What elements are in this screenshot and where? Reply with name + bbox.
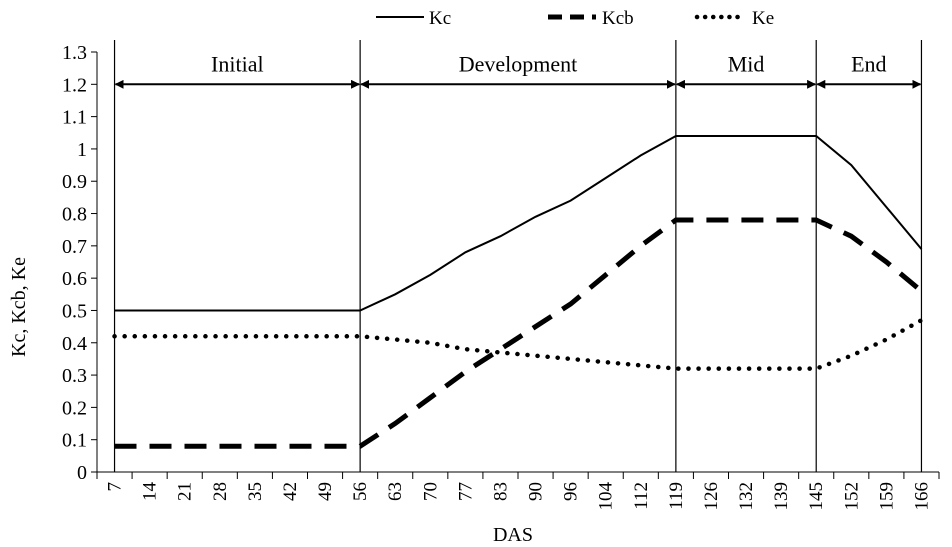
- x-tick-label: 83: [490, 482, 511, 501]
- y-tick-label: 0.7: [62, 236, 87, 258]
- series-line-kcb: [114, 217, 924, 449]
- x-tick-label: 21: [175, 482, 196, 501]
- y-tick-label: 0.5: [62, 300, 87, 322]
- y-tick-label: 0.9: [62, 171, 87, 193]
- x-tick-label: 42: [280, 482, 301, 501]
- x-tick-label: 145: [806, 482, 827, 511]
- y-axis-title: Kc, Kcb, Ke: [8, 257, 30, 357]
- stage-label: Development: [459, 51, 578, 76]
- y-tick-label: 0.6: [62, 268, 87, 290]
- y-tick-label: 1.1: [62, 107, 87, 129]
- x-axis-title: DAS: [493, 524, 533, 546]
- y-tick-label: 0: [77, 462, 87, 484]
- x-tick-label: 119: [666, 482, 687, 510]
- stage-label: Mid: [728, 51, 765, 76]
- x-tick-label: 159: [876, 482, 897, 511]
- x-tick-label: 126: [701, 482, 722, 511]
- x-tick-label: 96: [561, 482, 582, 501]
- x-tick-label: 14: [140, 482, 161, 502]
- growth-stages: Initial Development Mid End: [113, 40, 923, 472]
- y-tick-label: 0.4: [62, 333, 87, 355]
- x-tick-label: 152: [841, 482, 862, 511]
- series-line-ke: [112, 317, 924, 371]
- x-tick-label: 56: [350, 482, 371, 501]
- y-tick-label: 0.1: [62, 430, 87, 452]
- legend: Kc Kcb Ke: [376, 8, 774, 29]
- y-axis-ticks: 0 0.1 0.2 0.3 0.4 0.5 0.6 0.7 0.8 0.9 1 1.1 1.2 1.3: [62, 42, 97, 484]
- legend-label: Kc: [429, 8, 451, 29]
- x-tick-label: 49: [315, 482, 336, 501]
- y-tick-label: 0.8: [62, 204, 87, 226]
- y-tick-label: 0.2: [62, 397, 87, 419]
- y-tick-label: 0.3: [62, 365, 87, 387]
- stage-label: End: [851, 51, 886, 76]
- axes: [96, 52, 939, 473]
- x-tick-label: 77: [455, 482, 476, 501]
- y-tick-label: 1: [77, 139, 87, 161]
- x-tick-label: 63: [385, 482, 406, 501]
- x-tick-label: 132: [736, 482, 757, 511]
- x-tick-label: 35: [245, 482, 266, 501]
- x-tick-label: 104: [596, 482, 617, 511]
- y-tick-label: 1.3: [62, 42, 87, 64]
- series-line-kc: [114, 135, 923, 312]
- series-lines: [112, 135, 924, 449]
- x-tick-label: 7: [105, 482, 126, 492]
- legend-label: Ke: [752, 8, 774, 29]
- y-tick-label: 1.2: [62, 74, 87, 96]
- x-tick-label: 28: [210, 482, 231, 501]
- x-tick-label: 139: [771, 482, 792, 511]
- legend-label: Kcb: [602, 8, 634, 29]
- x-tick-label: 70: [420, 482, 441, 501]
- x-tick-label: 112: [631, 482, 652, 510]
- x-tick-label: 90: [526, 482, 547, 501]
- x-axis-ticks: 7 14 21 28 35 42 49 56 63 70 77 83 90 96 104 112 119 126 1…: [96, 472, 940, 511]
- x-tick-label: 166: [911, 482, 932, 511]
- stage-label: Initial: [211, 51, 264, 76]
